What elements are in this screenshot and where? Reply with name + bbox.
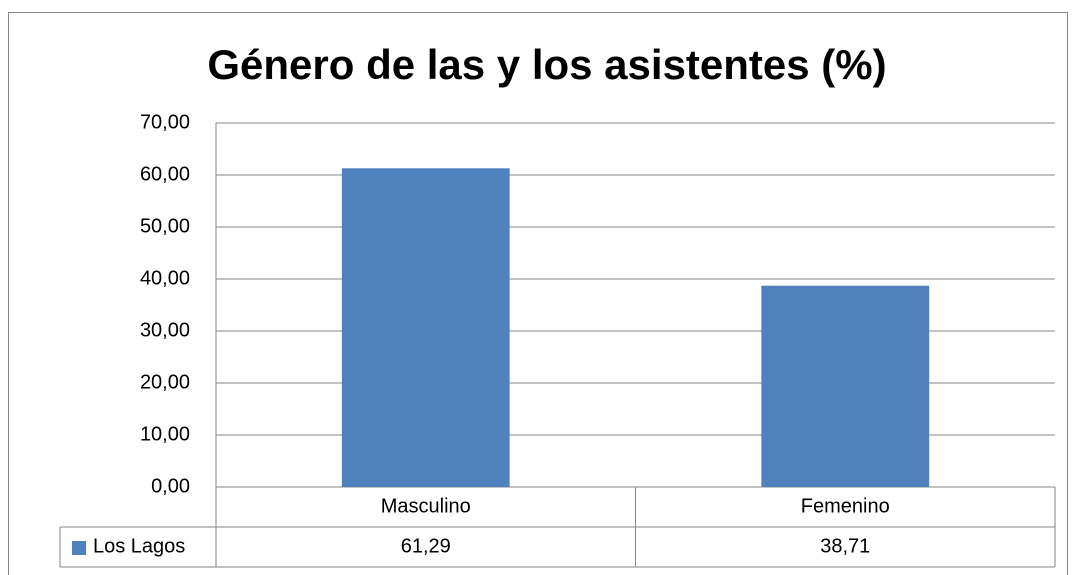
y-tick-label: 30,00 xyxy=(140,319,190,341)
chart-title: Género de las y los asistentes (%) xyxy=(207,41,886,88)
y-tick-label: 40,00 xyxy=(140,267,190,289)
y-tick-label: 0,00 xyxy=(151,475,190,497)
y-tick-label: 60,00 xyxy=(140,163,190,185)
y-tick-label: 10,00 xyxy=(140,423,190,445)
table-value: 38,71 xyxy=(820,535,870,557)
bar xyxy=(341,168,510,488)
y-tick-label: 70,00 xyxy=(140,111,190,133)
y-tick-label: 20,00 xyxy=(140,371,190,393)
legend-label: Los Lagos xyxy=(93,535,185,557)
x-tick-label: Masculino xyxy=(381,495,471,517)
table-value: 61,29 xyxy=(401,535,451,557)
y-tick-label: 50,00 xyxy=(140,215,190,237)
bar xyxy=(761,285,930,487)
x-tick-label: Femenino xyxy=(801,495,890,517)
legend-key xyxy=(72,541,86,555)
